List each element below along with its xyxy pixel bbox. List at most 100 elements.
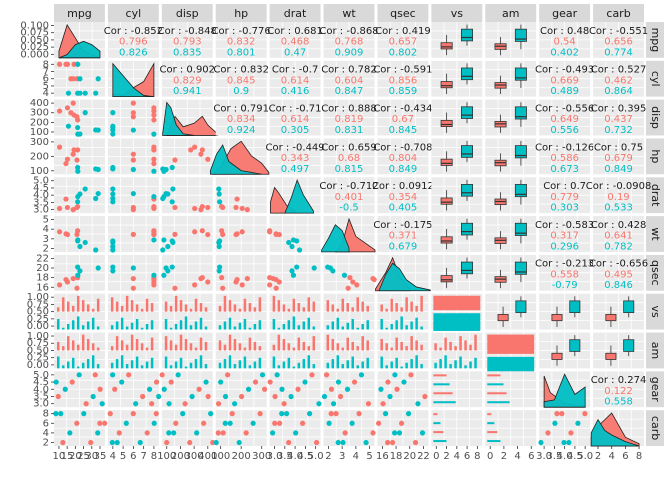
scatter-point-g1 <box>161 194 167 200</box>
hist-bar-group_0 <box>326 300 330 312</box>
correlation-group_0: 0.462 <box>604 75 633 86</box>
scatter-point-g0 <box>75 228 81 234</box>
scatter-point-g1 <box>95 166 101 173</box>
correlation-group_0: 0.354 <box>389 192 418 203</box>
density-g1 <box>590 418 640 447</box>
hist-bar-group_1 <box>292 366 296 369</box>
y-tick-label: 3.5 <box>33 391 49 402</box>
hist-bar-group_0 <box>400 341 403 351</box>
hist-bar-group_1 <box>287 357 291 369</box>
hist-bar-group_1 <box>390 361 393 369</box>
scatter-point-g1 <box>75 61 81 67</box>
x-tick-label: 2 <box>501 451 507 462</box>
scatter-point <box>245 386 252 392</box>
hbar <box>433 392 453 395</box>
correlation-group_1: 0.305 <box>281 125 310 136</box>
y-tick-label: 2 <box>43 243 49 254</box>
scatter-point <box>92 372 98 378</box>
correlation-group_0: 0.845 <box>227 75 256 86</box>
row-strip <box>646 410 664 446</box>
hist-bar-group_1 <box>307 317 311 330</box>
y-tick-label: 1.00 <box>27 292 49 303</box>
correlation-overall: Cor : -0.7 <box>272 65 318 76</box>
scatter-point-g1 <box>216 268 222 274</box>
scatter-point-g0 <box>151 117 157 123</box>
hist-bar-group_1 <box>361 323 364 330</box>
scatter-point-g0 <box>74 157 80 163</box>
hist-bar-group_0 <box>272 344 276 351</box>
hist-bar-group_1 <box>184 316 188 330</box>
hist-bar-group_1 <box>150 357 154 369</box>
correlation-group_1: 0.497 <box>281 164 310 175</box>
scatter-point <box>227 420 233 426</box>
scatter-point-g1 <box>217 238 223 244</box>
hist-bar-group_1 <box>346 360 349 369</box>
scatter-point-g0 <box>151 156 157 162</box>
hist-bar-group_1 <box>312 364 316 369</box>
scatter-point <box>109 439 115 446</box>
scatter-point <box>97 386 103 392</box>
x-tick-label: 400 <box>198 451 217 462</box>
y-tick-label: 6 <box>43 418 49 429</box>
scatter-point-g1 <box>110 264 116 270</box>
row-strip <box>646 177 664 214</box>
x-tick-label: 4 <box>514 451 520 462</box>
y-tick-label: 0.100 <box>20 20 49 31</box>
hist-bar-group_0 <box>110 297 114 312</box>
correlation-group_1: 0.533 <box>604 203 633 214</box>
scatter-point <box>293 430 299 436</box>
hist-bar-group_1 <box>297 362 301 369</box>
scatter-point-g1 <box>65 123 72 129</box>
scatter-point-g0 <box>151 147 157 153</box>
correlation-group_0: 0.796 <box>119 37 148 48</box>
scatter-point-g0 <box>205 279 211 285</box>
hist-bar-group_1 <box>150 320 154 330</box>
hist-bar-group_0 <box>331 338 335 351</box>
hist-bar-group_0 <box>223 295 227 312</box>
correlation-group_1: 0.556 <box>550 125 579 136</box>
y-tick-label: 0.75 <box>27 299 49 310</box>
hist-bar-group_0 <box>194 298 198 312</box>
hist-bar-group_0 <box>258 297 262 312</box>
hist-bar-group_0 <box>385 308 388 312</box>
correlation-overall: Cor : 0.902 <box>159 65 215 76</box>
scatter-point-g0 <box>130 207 136 213</box>
hist-bar-group_0 <box>312 336 316 351</box>
hist-bar-group_1 <box>57 356 60 369</box>
hist-bar-group_0 <box>57 307 60 312</box>
scatter-point-g1 <box>216 191 222 197</box>
y-tick-label: 0.00 <box>27 360 49 371</box>
correlation-group_0: 0.495 <box>604 269 633 280</box>
hist-bar-group_0 <box>361 301 364 312</box>
y-tick-label: 3.0 <box>33 399 49 410</box>
scatter-point-g1 <box>286 239 292 246</box>
scatter-point-g1 <box>294 238 300 244</box>
scatter-point <box>168 379 174 385</box>
scatter-point-g0 <box>56 108 63 114</box>
scatter-point-g1 <box>297 247 303 253</box>
x-tick-label: 3.0 <box>267 451 283 462</box>
column-strip-label: disp <box>176 7 199 20</box>
scatter-point-g0 <box>64 156 71 162</box>
hist-bar-group_1 <box>331 359 335 369</box>
correlation-group_0: 0.558 <box>550 269 579 280</box>
hist-bar-group_1 <box>204 364 208 369</box>
row-strip <box>646 254 664 291</box>
x-tick-label: 6 <box>528 451 534 462</box>
correlation-group_0: 0.641 <box>604 231 633 242</box>
y-tick-label: 0.50 <box>27 345 49 356</box>
scatter-point <box>392 430 398 436</box>
hist-bar-group_0 <box>96 347 100 351</box>
scatter-point <box>257 411 263 417</box>
correlation-overall: Cor : -0.175 <box>373 220 432 231</box>
hist-bar-group_1 <box>233 326 237 330</box>
correlation-group_0: 0.54 <box>554 37 576 48</box>
hist-bar-group_0 <box>307 297 311 312</box>
correlation-group_1: 0.47 <box>284 47 306 58</box>
hist-bar-group_1 <box>253 323 257 330</box>
density-g1 <box>209 144 262 175</box>
scatter-point <box>116 430 122 436</box>
scatter-point <box>288 393 294 400</box>
hist-bar-group_1 <box>312 326 316 330</box>
scatter-point-g1 <box>93 195 99 202</box>
